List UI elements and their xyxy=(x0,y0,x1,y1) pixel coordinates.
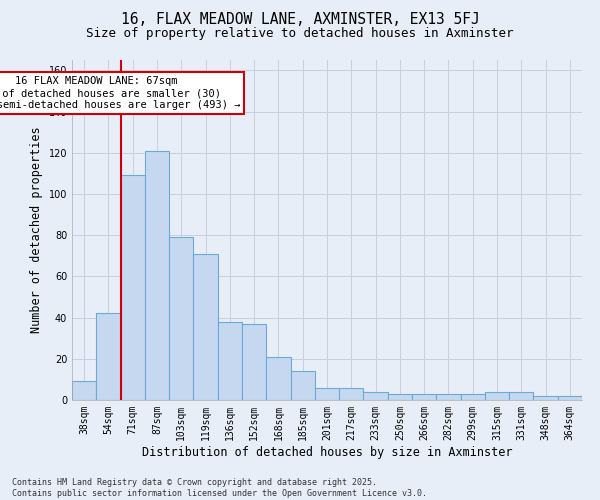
Bar xyxy=(533,396,558,400)
Bar xyxy=(145,150,169,400)
Y-axis label: Number of detached properties: Number of detached properties xyxy=(30,126,43,334)
Text: 16, FLAX MEADOW LANE, AXMINSTER, EX13 5FJ: 16, FLAX MEADOW LANE, AXMINSTER, EX13 5F… xyxy=(121,12,479,28)
Bar xyxy=(72,382,96,400)
Bar xyxy=(193,254,218,400)
Bar xyxy=(290,371,315,400)
Bar xyxy=(388,394,412,400)
Bar xyxy=(412,394,436,400)
Text: Contains HM Land Registry data © Crown copyright and database right 2025.
Contai: Contains HM Land Registry data © Crown c… xyxy=(12,478,427,498)
X-axis label: Distribution of detached houses by size in Axminster: Distribution of detached houses by size … xyxy=(142,446,512,458)
Bar xyxy=(96,314,121,400)
Bar xyxy=(315,388,339,400)
Bar xyxy=(121,176,145,400)
Text: 16 FLAX MEADOW LANE: 67sqm
← 6% of detached houses are smaller (30)
94% of semi-: 16 FLAX MEADOW LANE: 67sqm ← 6% of detac… xyxy=(0,76,240,110)
Bar xyxy=(169,237,193,400)
Text: Size of property relative to detached houses in Axminster: Size of property relative to detached ho… xyxy=(86,28,514,40)
Bar xyxy=(558,396,582,400)
Bar xyxy=(485,392,509,400)
Bar xyxy=(461,394,485,400)
Bar xyxy=(509,392,533,400)
Bar xyxy=(339,388,364,400)
Bar xyxy=(218,322,242,400)
Bar xyxy=(242,324,266,400)
Bar xyxy=(436,394,461,400)
Bar xyxy=(266,356,290,400)
Bar xyxy=(364,392,388,400)
